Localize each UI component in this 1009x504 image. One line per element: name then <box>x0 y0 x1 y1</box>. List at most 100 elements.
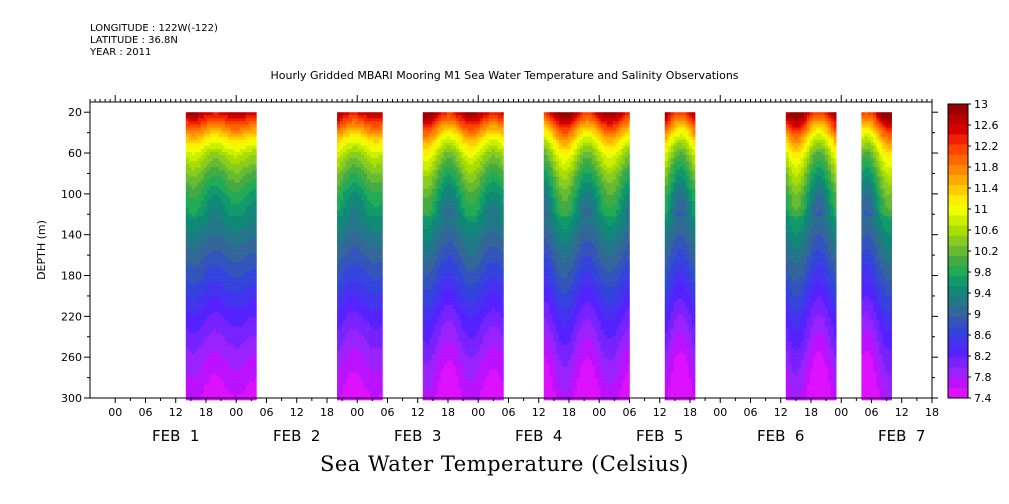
contour-cell <box>233 118 238 122</box>
contour-cell <box>428 387 433 392</box>
contour-cell <box>349 210 353 214</box>
contour-cell <box>206 256 211 260</box>
contour-cell <box>446 179 451 183</box>
contour-cell <box>343 225 347 229</box>
contour-cell <box>251 179 256 183</box>
contour-cell <box>364 341 368 346</box>
contour-cell <box>382 216 383 220</box>
contour-cell <box>200 136 205 141</box>
contour-cell <box>443 332 448 337</box>
contour-cell <box>218 253 223 257</box>
contour-cell <box>428 246 433 251</box>
contour-cell <box>352 237 356 242</box>
contour-cell <box>251 326 256 330</box>
contour-cell <box>352 197 356 202</box>
contour-cell <box>209 375 214 379</box>
contour-cell <box>461 118 466 122</box>
contour-cell <box>215 158 220 162</box>
contour-cell <box>215 289 220 294</box>
contour-cell <box>245 302 250 306</box>
contour-cell <box>364 347 368 352</box>
contour-cell <box>188 237 193 242</box>
contour-cell <box>245 237 250 242</box>
contour-cell <box>206 393 211 398</box>
contour-cell <box>233 354 238 358</box>
contour-cell <box>215 369 220 373</box>
contour-cell <box>206 295 211 300</box>
contour-cell <box>200 182 205 186</box>
contour-cell <box>440 225 445 229</box>
contour-cell <box>446 335 451 340</box>
contour-cell <box>376 262 380 266</box>
contour-cell <box>239 176 244 180</box>
contour-cell <box>431 369 436 373</box>
contour-cell <box>452 213 457 217</box>
contour-cell <box>346 130 350 134</box>
contour-cell <box>437 130 442 134</box>
contour-cell <box>349 347 353 352</box>
contour-cell <box>209 262 214 266</box>
contour-cell <box>455 145 460 150</box>
contour-cell <box>422 194 427 199</box>
contour-cell <box>251 354 256 358</box>
contour-cell <box>209 237 214 242</box>
contour-cell <box>212 179 217 183</box>
contour-cell <box>361 341 365 346</box>
contour-cell <box>209 289 214 294</box>
contour-cell <box>349 305 353 309</box>
contour-cell <box>355 274 359 278</box>
contour-cell <box>212 158 217 162</box>
contour-cell <box>221 378 226 382</box>
contour-cell <box>455 286 460 291</box>
contour-cell <box>382 372 383 376</box>
contour-cell <box>440 188 445 193</box>
contour-cell <box>185 237 190 242</box>
contour-cell <box>449 396 454 401</box>
contour-cell <box>239 253 244 257</box>
contour-cell <box>337 259 341 263</box>
contour-cell <box>458 142 463 147</box>
contour-cell <box>337 237 341 242</box>
contour-cell <box>245 378 250 382</box>
contour-cell <box>200 179 205 183</box>
contour-cell <box>376 213 380 217</box>
contour-cell <box>358 167 362 171</box>
contour-cell <box>343 256 347 260</box>
contour-cell <box>352 240 356 245</box>
contour-cell <box>358 338 362 343</box>
contour-cell <box>236 210 241 214</box>
contour-cell <box>215 375 220 379</box>
contour-cell <box>364 148 368 153</box>
contour-cell <box>251 317 256 321</box>
contour-cell <box>337 253 341 257</box>
contour-cell <box>188 188 193 193</box>
contour-cell <box>367 191 371 196</box>
contour-cell <box>373 219 377 223</box>
contour-cell <box>355 167 359 171</box>
contour-cell <box>361 314 365 318</box>
contour-cell <box>340 265 344 269</box>
contour-cell <box>218 393 223 398</box>
contour-cell <box>434 115 439 119</box>
contour-cell <box>340 341 344 346</box>
contour-cell <box>443 323 448 327</box>
contour-cell <box>236 250 241 254</box>
contour-cell <box>254 280 257 284</box>
contour-cell <box>361 323 365 327</box>
contour-cell <box>203 234 208 239</box>
contour-cell <box>224 259 229 263</box>
contour-cell <box>221 246 226 251</box>
contour-cell <box>215 127 220 131</box>
contour-cell <box>452 326 457 330</box>
contour-cell <box>382 164 383 168</box>
contour-cell <box>200 201 205 205</box>
contour-cell <box>230 142 235 147</box>
contour-cell <box>236 213 241 217</box>
contour-cell <box>346 213 350 217</box>
contour-cell <box>251 161 256 165</box>
contour-cell <box>206 185 211 190</box>
contour-cell <box>346 311 350 315</box>
contour-cell <box>245 283 250 288</box>
contour-cell <box>197 308 202 312</box>
contour-cell <box>458 133 463 137</box>
